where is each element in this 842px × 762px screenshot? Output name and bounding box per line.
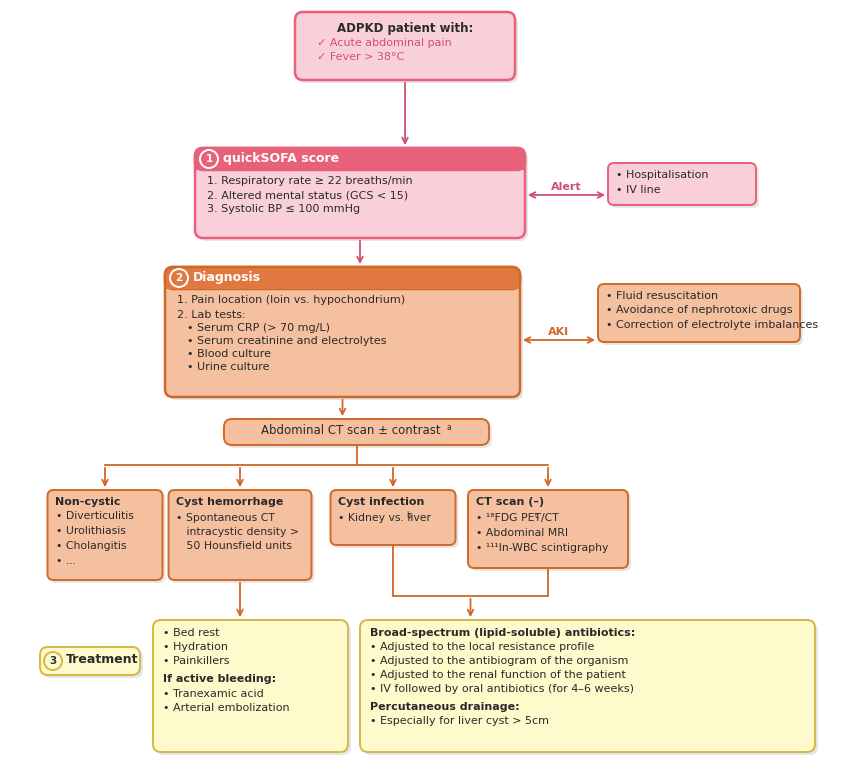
- FancyBboxPatch shape: [468, 490, 628, 568]
- Text: • Fluid resuscitation: • Fluid resuscitation: [606, 291, 718, 301]
- FancyBboxPatch shape: [172, 493, 315, 583]
- Text: • Arterial embolization: • Arterial embolization: [163, 703, 290, 713]
- FancyBboxPatch shape: [227, 422, 492, 448]
- Text: • Hydration: • Hydration: [163, 642, 228, 652]
- Text: • Painkillers: • Painkillers: [163, 656, 230, 666]
- FancyBboxPatch shape: [40, 647, 140, 675]
- Text: • IV line: • IV line: [616, 185, 661, 195]
- Text: • Urolithiasis: • Urolithiasis: [56, 526, 125, 536]
- FancyBboxPatch shape: [363, 623, 818, 755]
- Text: 1. Pain location (loin vs. hypochondrium): 1. Pain location (loin vs. hypochondrium…: [177, 295, 405, 305]
- FancyBboxPatch shape: [608, 163, 756, 205]
- Text: 2. Altered mental status (GCS < 15): 2. Altered mental status (GCS < 15): [207, 190, 408, 200]
- FancyBboxPatch shape: [195, 148, 525, 170]
- FancyBboxPatch shape: [153, 620, 348, 752]
- Text: • Serum CRP (> 70 mg/L): • Serum CRP (> 70 mg/L): [187, 323, 330, 333]
- Text: • Avoidance of nephrotoxic drugs: • Avoidance of nephrotoxic drugs: [606, 305, 792, 315]
- Text: quickSOFA score: quickSOFA score: [223, 152, 339, 165]
- FancyBboxPatch shape: [165, 267, 520, 397]
- Text: 3: 3: [50, 656, 56, 666]
- Text: • Adjusted to the local resistance profile: • Adjusted to the local resistance profi…: [370, 642, 594, 652]
- Text: 1. Respiratory rate ≥ 22 breaths/min: 1. Respiratory rate ≥ 22 breaths/min: [207, 176, 413, 186]
- Text: CT scan (–): CT scan (–): [476, 497, 544, 507]
- Bar: [166, 275, 519, 289]
- Text: • Diverticulitis: • Diverticulitis: [56, 511, 133, 521]
- Text: Diagnosis: Diagnosis: [193, 271, 261, 284]
- Text: Non-cystic: Non-cystic: [56, 497, 121, 507]
- Text: • ...: • ...: [56, 556, 76, 566]
- FancyBboxPatch shape: [611, 166, 759, 208]
- Circle shape: [200, 150, 218, 168]
- FancyBboxPatch shape: [295, 12, 515, 80]
- Text: • ¹⁸FDG PET/CT: • ¹⁸FDG PET/CT: [476, 513, 559, 523]
- Text: • Bed rest: • Bed rest: [163, 628, 220, 638]
- FancyBboxPatch shape: [331, 490, 456, 545]
- Text: • Tranexamic acid: • Tranexamic acid: [163, 689, 264, 699]
- Text: • Cholangitis: • Cholangitis: [56, 541, 126, 551]
- Text: Treatment: Treatment: [66, 653, 138, 666]
- Text: b: b: [407, 511, 412, 520]
- FancyBboxPatch shape: [601, 287, 803, 345]
- FancyBboxPatch shape: [168, 490, 312, 580]
- FancyBboxPatch shape: [198, 151, 528, 241]
- Text: • Spontaneous CT: • Spontaneous CT: [177, 513, 275, 523]
- Text: • Correction of electrolyte imbalances: • Correction of electrolyte imbalances: [606, 320, 818, 330]
- Text: ✓ Fever > 38°C: ✓ Fever > 38°C: [317, 52, 404, 62]
- FancyBboxPatch shape: [168, 270, 523, 400]
- Text: Alert: Alert: [552, 182, 582, 192]
- Text: AKI: AKI: [548, 327, 569, 337]
- Text: ADPKD patient with:: ADPKD patient with:: [337, 22, 473, 35]
- FancyBboxPatch shape: [165, 267, 520, 289]
- Text: If active bleeding:: If active bleeding:: [163, 674, 276, 684]
- Text: • Hospitalisation: • Hospitalisation: [616, 170, 708, 180]
- Text: Broad-spectrum (lipid-soluble) antibiotics:: Broad-spectrum (lipid-soluble) antibioti…: [370, 628, 635, 638]
- Text: intracystic density >: intracystic density >: [177, 527, 300, 537]
- Bar: [196, 156, 524, 170]
- Text: 50 Hounsfield units: 50 Hounsfield units: [177, 541, 292, 551]
- Text: • Adjusted to the renal function of the patient: • Adjusted to the renal function of the …: [370, 670, 626, 680]
- FancyBboxPatch shape: [298, 15, 518, 83]
- FancyBboxPatch shape: [43, 650, 143, 678]
- Text: ✓ Acute abdominal pain: ✓ Acute abdominal pain: [317, 38, 452, 48]
- Text: 2: 2: [175, 273, 183, 283]
- Circle shape: [44, 652, 62, 670]
- FancyBboxPatch shape: [47, 490, 163, 580]
- Text: 1: 1: [205, 154, 213, 164]
- Text: Cyst hemorrhage: Cyst hemorrhage: [177, 497, 284, 507]
- FancyBboxPatch shape: [360, 620, 815, 752]
- Text: Cyst infection: Cyst infection: [338, 497, 425, 507]
- Text: • ¹¹¹In-WBC scintigraphy: • ¹¹¹In-WBC scintigraphy: [476, 543, 609, 553]
- Text: a: a: [446, 423, 451, 432]
- Text: • Kidney vs. liver: • Kidney vs. liver: [338, 513, 431, 523]
- Text: Percutaneous drainage:: Percutaneous drainage:: [370, 702, 520, 712]
- Text: • Abdominal MRI: • Abdominal MRI: [476, 528, 568, 538]
- Text: • IV followed by oral antibiotics (for 4–6 weeks): • IV followed by oral antibiotics (for 4…: [370, 684, 634, 694]
- Circle shape: [170, 269, 188, 287]
- FancyBboxPatch shape: [471, 493, 631, 571]
- Text: • Urine culture: • Urine culture: [187, 362, 269, 372]
- Text: • Adjusted to the antibiogram of the organism: • Adjusted to the antibiogram of the org…: [370, 656, 628, 666]
- Text: c: c: [535, 511, 539, 520]
- FancyBboxPatch shape: [333, 493, 459, 548]
- Text: • Especially for liver cyst > 5cm: • Especially for liver cyst > 5cm: [370, 716, 549, 726]
- FancyBboxPatch shape: [156, 623, 351, 755]
- FancyBboxPatch shape: [598, 284, 800, 342]
- Text: 2. Lab tests:: 2. Lab tests:: [177, 310, 246, 320]
- FancyBboxPatch shape: [195, 148, 525, 238]
- Text: Abdominal CT scan ± contrast: Abdominal CT scan ± contrast: [261, 424, 440, 437]
- Text: • Blood culture: • Blood culture: [187, 349, 271, 359]
- Text: • Serum creatinine and electrolytes: • Serum creatinine and electrolytes: [187, 336, 386, 346]
- FancyBboxPatch shape: [224, 419, 489, 445]
- Text: 3. Systolic BP ≤ 100 mmHg: 3. Systolic BP ≤ 100 mmHg: [207, 204, 360, 214]
- FancyBboxPatch shape: [51, 493, 166, 583]
